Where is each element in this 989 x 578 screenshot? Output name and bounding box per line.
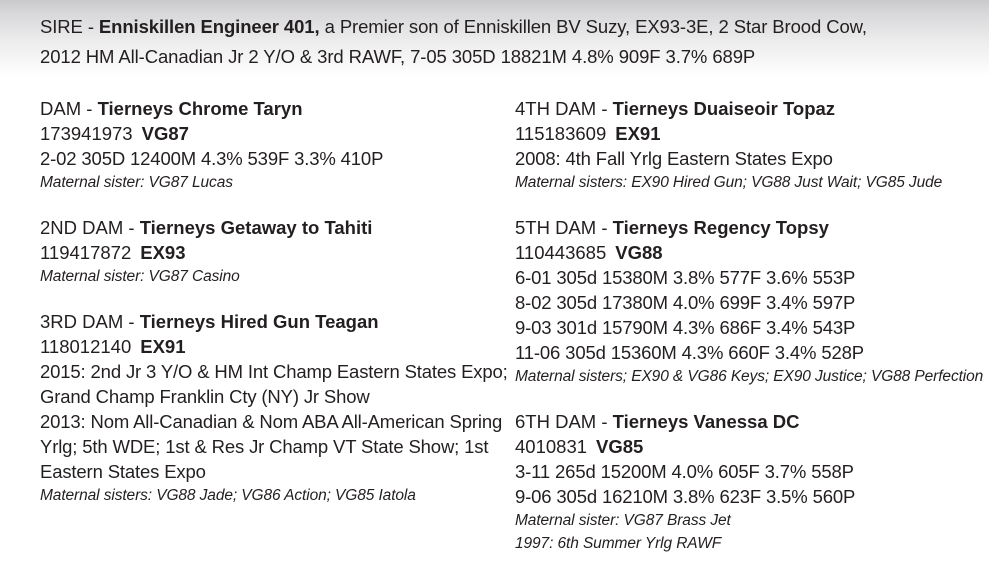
dam-title: 6TH DAM - Tierneys Vanessa DC xyxy=(515,409,985,434)
dam-title: DAM - Tierneys Chrome Taryn xyxy=(40,96,510,121)
dam-award-line: 2013: Nom All-Canadian & Nom ABA All-Ame… xyxy=(40,411,503,482)
dam-title: 2ND DAM - Tierneys Getaway to Tahiti xyxy=(40,215,510,240)
dam-classification-score: EX93 xyxy=(140,242,186,263)
dam-maternal-note: Maternal sisters: EX90 Hired Gun; VG88 J… xyxy=(515,174,943,191)
sire-line-1: SIRE - Enniskillen Engineer 401, a Premi… xyxy=(40,12,949,42)
dam-detail-line: 2-02 305D 12400M 4.3% 539F 3.3% 410P xyxy=(40,148,384,169)
dam-award-line: 2008: 4th Fall Yrlg Eastern States Expo xyxy=(515,148,833,169)
sire-header-band: SIRE - Enniskillen Engineer 401, a Premi… xyxy=(0,0,989,96)
dam-reg-id: 115183609 xyxy=(515,123,607,144)
dam-lactation-record: 9-03 301d 15790M 4.3% 686F 3.4% 543P xyxy=(515,317,856,338)
dam-classification-score: EX91 xyxy=(140,336,186,357)
dam-lactation-record: 8-02 305d 17380M 4.0% 699F 3.4% 597P xyxy=(515,292,856,313)
left-column: DAM - Tierneys Chrome Taryn 173941973 VG8… xyxy=(40,96,510,507)
dam-title: 4TH DAM - Tierneys Duaiseoir Topaz xyxy=(515,96,985,121)
dam-registration: 110443685 VG88 xyxy=(515,240,985,265)
dam-block-dam: DAM - Tierneys Chrome Taryn 173941973 VG8… xyxy=(40,96,510,194)
dam-label: DAM - xyxy=(40,98,98,119)
sire-description: a Premier son of Enniskillen BV Suzy, EX… xyxy=(319,16,867,37)
dam-lactation-record: 9-06 305d 16210M 3.8% 623F 3.5% 560P xyxy=(515,486,856,507)
dam-maternal-note: Maternal sister: VG87 Lucas xyxy=(40,174,233,191)
dam-block-4th-dam: 4TH DAM - Tierneys Duaiseoir Topaz 11518… xyxy=(515,96,985,194)
sire-label: SIRE - xyxy=(40,16,99,37)
dam-classification-score: VG88 xyxy=(615,242,663,263)
dam-label: 5TH DAM - xyxy=(515,217,613,238)
dam-registration: 115183609 EX91 xyxy=(515,121,985,146)
dam-maternal-note: Maternal sister: VG87 Casino xyxy=(40,268,240,285)
dam-maternal-note: Maternal sisters: VG88 Jade; VG86 Action… xyxy=(40,487,416,504)
dam-registration: 173941973 VG87 xyxy=(40,121,510,146)
dam-name: Tierneys Hired Gun Teagan xyxy=(139,311,379,332)
dam-registration: 118012140 EX91 xyxy=(40,334,510,359)
dam-block-6th-dam: 6TH DAM - Tierneys Vanessa DC 4010831 VG8… xyxy=(515,409,985,555)
dam-title: 3RD DAM - Tierneys Hired Gun Teagan xyxy=(40,309,510,334)
dam-block-3rd-dam: 3RD DAM - Tierneys Hired Gun Teagan 1180… xyxy=(40,309,510,507)
dam-block-5th-dam: 5TH DAM - Tierneys Regency Topsy 1104436… xyxy=(515,215,985,388)
dam-name: Tierneys Regency Topsy xyxy=(612,217,829,238)
sire-name: Enniskillen Engineer 401, xyxy=(98,16,320,37)
dam-lactation-record: 6-01 305d 15380M 3.8% 577F 3.6% 553P xyxy=(515,267,856,288)
dam-classification-score: VG87 xyxy=(141,123,189,144)
dam-lactation-record: 3-11 265d 15200M 4.0% 605F 3.7% 558P xyxy=(515,461,854,482)
dam-reg-id: 110443685 xyxy=(515,242,607,263)
dam-maternal-note: Maternal sisters; EX90 & VG86 Keys; EX90… xyxy=(515,368,984,385)
right-column: 4TH DAM - Tierneys Duaiseoir Topaz 11518… xyxy=(515,96,985,555)
dam-registration: 4010831 VG85 xyxy=(515,434,985,459)
dam-label: 6TH DAM - xyxy=(515,411,613,432)
dam-label: 4TH DAM - xyxy=(515,98,613,119)
dam-maternal-note: Maternal sister: VG87 Brass Jet xyxy=(515,512,731,529)
dam-reg-id: 118012140 xyxy=(40,336,132,357)
dam-name: Tierneys Getaway to Tahiti xyxy=(139,217,373,238)
dam-lactation-record: 11-06 305d 15360M 4.3% 660F 3.4% 528P xyxy=(515,342,864,363)
dam-label: 3RD DAM - xyxy=(40,311,140,332)
dam-classification-score: VG85 xyxy=(596,436,644,457)
dam-registration: 119417872 EX93 xyxy=(40,240,510,265)
dam-award-line: 2015: 2nd Jr 3 Y/O & HM Int Champ Easter… xyxy=(40,361,508,407)
sire-line-2: 2012 HM All-Canadian Jr 2 Y/O & 3rd RAWF… xyxy=(40,46,756,67)
dam-classification-score: EX91 xyxy=(615,123,661,144)
dam-reg-id: 173941973 xyxy=(40,123,133,144)
dam-reg-id: 119417872 xyxy=(40,242,132,263)
dam-title: 5TH DAM - Tierneys Regency Topsy xyxy=(515,215,985,240)
dam-block-2nd-dam: 2ND DAM - Tierneys Getaway to Tahiti 119… xyxy=(40,215,510,288)
dam-label: 2ND DAM - xyxy=(40,217,140,238)
dam-name: Tierneys Vanessa DC xyxy=(612,411,800,432)
dam-name: Tierneys Chrome Taryn xyxy=(97,98,303,119)
pedigree-columns: DAM - Tierneys Chrome Taryn 173941973 VG8… xyxy=(0,96,989,578)
dam-name: Tierneys Duaiseoir Topaz xyxy=(612,98,836,119)
dam-show-note: 1997: 6th Summer Yrlg RAWF xyxy=(515,535,722,552)
dam-reg-id: 4010831 xyxy=(515,436,588,457)
